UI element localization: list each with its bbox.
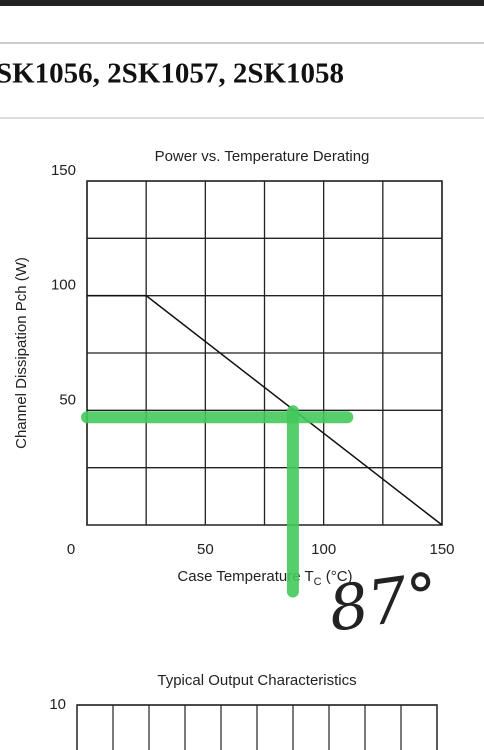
x-axis-label: Case Temperature TC (°C)	[177, 568, 352, 588]
annotation-text: 87°	[324, 558, 443, 646]
plot-frame	[76, 704, 438, 750]
x-tick-label: 100	[311, 541, 336, 558]
x-axis-label-sub: C	[314, 576, 322, 588]
series-line	[87, 294, 443, 526]
y-tick-label: 10	[49, 696, 66, 713]
header-title: SK1056, 2SK1057, 2SK1058	[0, 58, 344, 90]
chart-title: Typical Output Characteristics	[157, 672, 356, 689]
top-bar	[0, 0, 484, 6]
chart-title: Power vs. Temperature Derating	[155, 148, 370, 165]
y-axis-label: Channel Dissipation Pch (W)	[13, 257, 30, 449]
plot-frame	[86, 180, 443, 526]
y-tick-label: 50	[59, 391, 76, 408]
y-tick-label: 100	[51, 277, 76, 294]
x-tick-label: 50	[197, 541, 214, 558]
x-axis-label-text: Case Temperature T	[177, 568, 313, 585]
x-tick-label: 150	[429, 541, 454, 558]
x-axis-label-unit: (°C)	[322, 568, 353, 585]
y-tick-label: 150	[51, 162, 76, 179]
x-tick-label: 0	[67, 541, 75, 558]
